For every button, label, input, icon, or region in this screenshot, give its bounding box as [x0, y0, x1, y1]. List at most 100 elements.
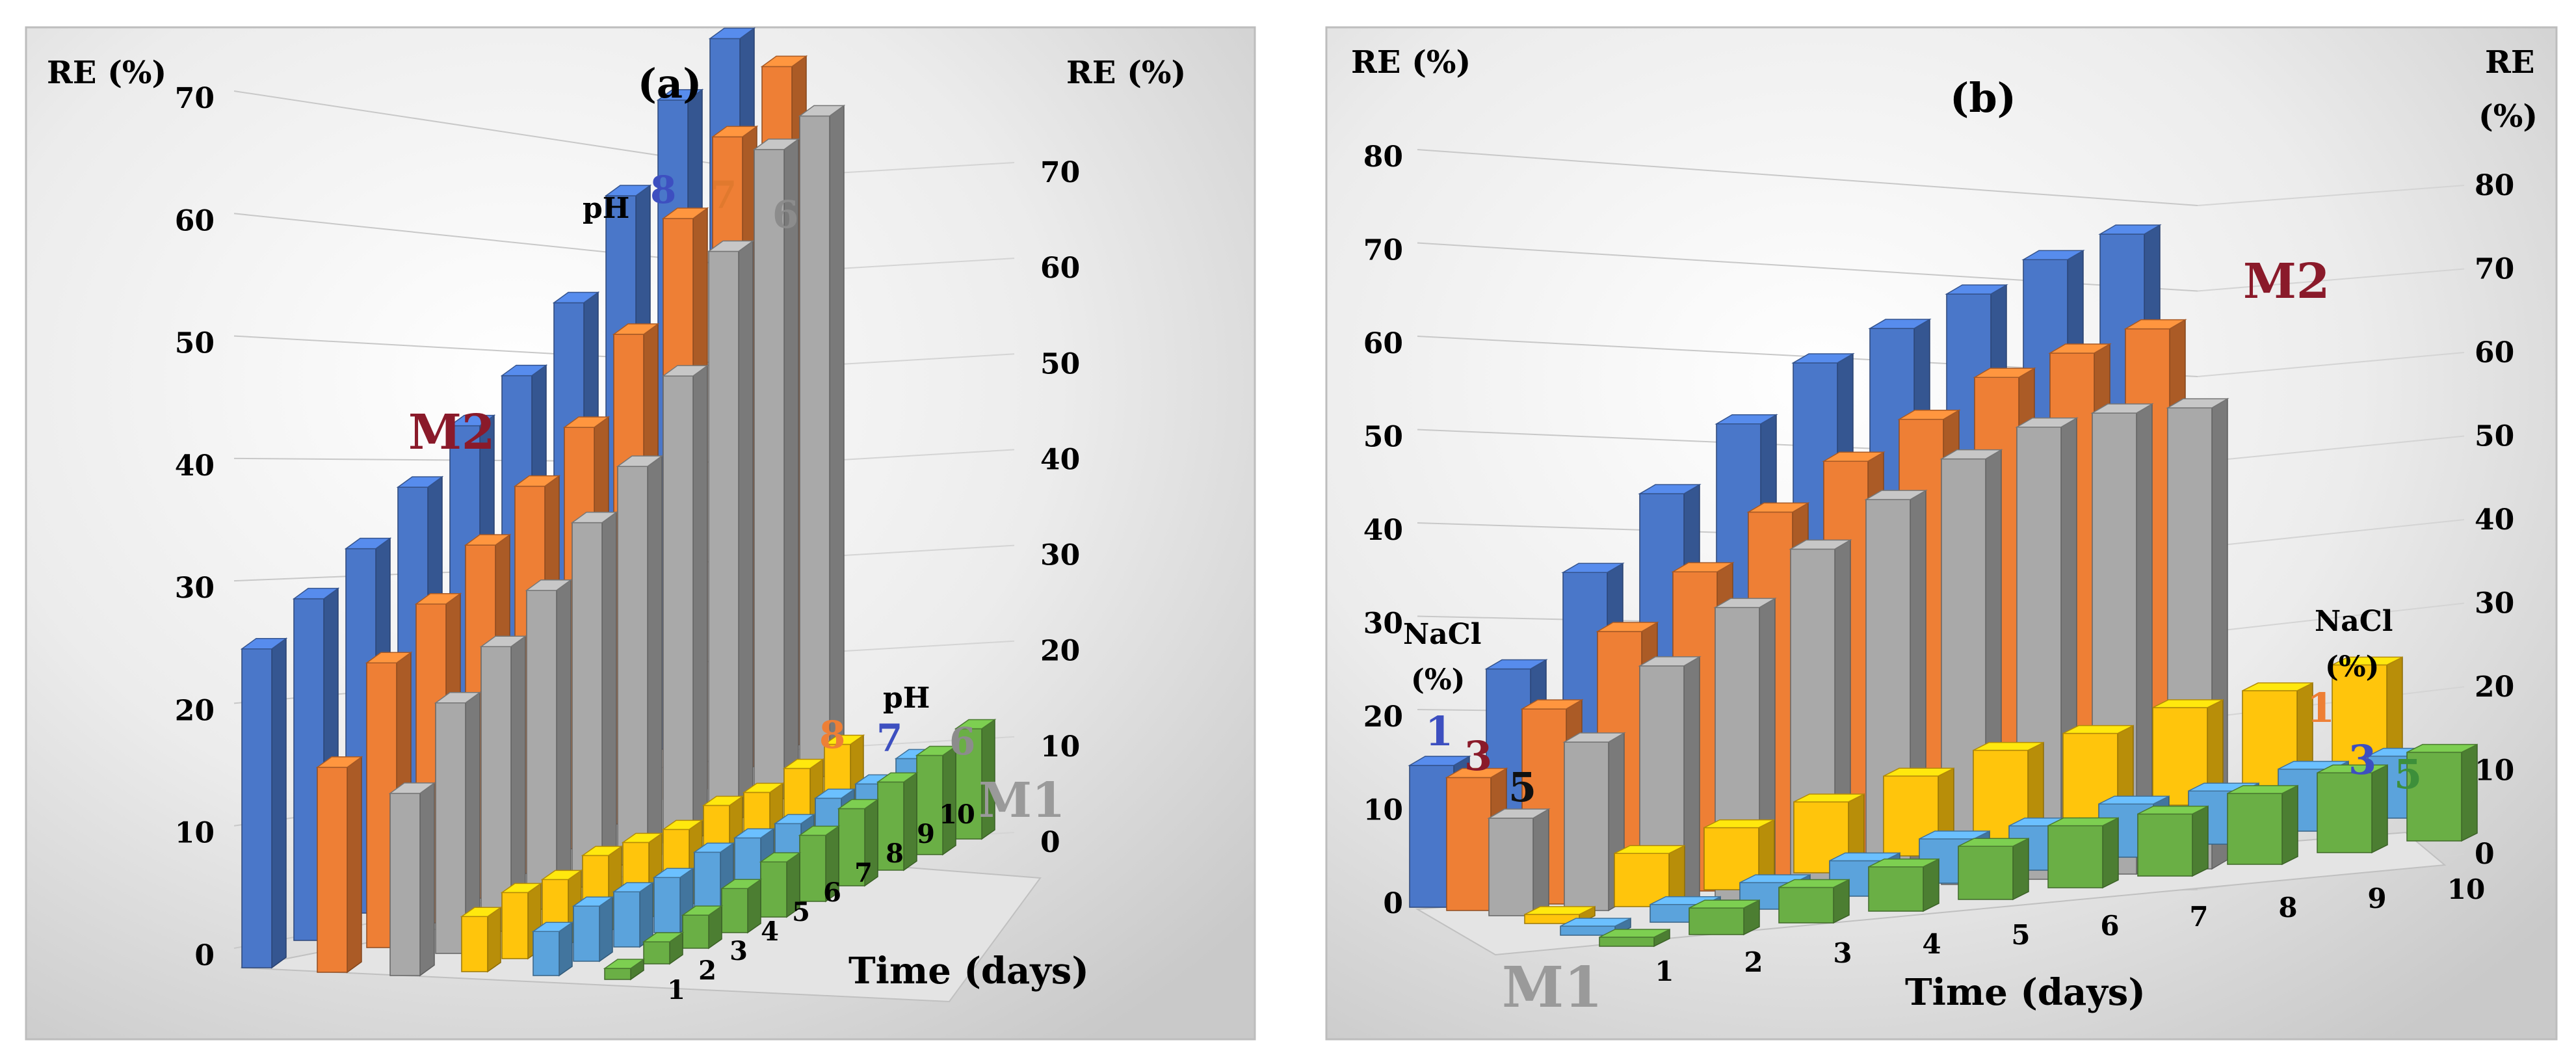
- panel-a-legend-label-ph6-upper: 6: [772, 193, 798, 237]
- panel-b-bar: [1958, 837, 2029, 901]
- panel-b-gridline-side: [2197, 519, 2465, 548]
- panel-b-right-tick: 20: [2475, 671, 2514, 704]
- panel-b-legend-label-nacl3-left: 3: [1464, 732, 1492, 780]
- panel-b-left-tick: 60: [1363, 327, 1403, 360]
- panel-b-bar: [2332, 656, 2403, 773]
- panel-b-x-tick: 6: [2100, 910, 2119, 942]
- panel-a-x-axis-label: Time (days): [848, 950, 1089, 992]
- panel-b-bar: [1599, 928, 1670, 948]
- panel-a-legend-label-ph8-upper: 8: [650, 168, 676, 212]
- panel-a-x-tick: 4: [761, 916, 779, 947]
- panel-a-bar: [876, 771, 919, 871]
- panel-b-right-tick: 30: [2475, 587, 2514, 620]
- panel-b-bar: [1614, 844, 1685, 908]
- panel-b-bar: [2317, 764, 2388, 854]
- panel-a-bar: [531, 921, 574, 977]
- panel-b-gridline-side: [2197, 435, 2465, 463]
- panel-b-legend-left-title-line2: (%): [1411, 663, 1465, 697]
- panel-a-x-tick: 10: [939, 799, 975, 830]
- panel-b-x-tick: 3: [1833, 937, 1852, 969]
- panel-a-bar: [642, 931, 685, 965]
- panel-b-bar: [1868, 858, 1939, 912]
- panel-b-left-tick: 50: [1363, 421, 1403, 454]
- panel-a-left-tick: 40: [175, 449, 215, 483]
- panel-b-legend-label-nacl3-right: 3: [2348, 736, 2376, 784]
- panel-b-gridline: [1417, 149, 2198, 206]
- panel-a-legend-label-ph7-upper: 7: [711, 173, 737, 217]
- panel-b-x-tick: 1: [1655, 955, 1674, 987]
- panel-b-right-tick: 80: [2475, 169, 2514, 202]
- panel-a-bar: [759, 851, 802, 918]
- panel-b-gridline-side: [2197, 185, 2465, 206]
- panel-a-legend-title-upper: pH: [583, 192, 629, 225]
- panel-a-legend-title-lower: pH: [883, 682, 930, 715]
- panel-b-x-tick: 10: [2447, 873, 2485, 905]
- panel-a-label: (a): [638, 60, 702, 107]
- panel-a-right-tick: 0: [1040, 826, 1060, 859]
- panel-b-left-tick: 10: [1363, 794, 1403, 827]
- panel-a-bar: [612, 881, 655, 948]
- panel-a-bar: [681, 905, 724, 950]
- panel-a-bar: [525, 579, 573, 911]
- panel-b-bar: [2137, 805, 2209, 877]
- panel-a-left-tick: 70: [175, 82, 215, 115]
- panel-a-right-tick: 10: [1040, 730, 1080, 764]
- panel-b-left-axis-label: RE (%): [1351, 44, 1471, 81]
- panel-a-bars: [240, 27, 997, 981]
- panel-b-left-tick: 30: [1363, 607, 1403, 641]
- panel-b-x-axis-label: Time (days): [1905, 971, 2146, 1014]
- panel-b-gridline-side: [2197, 268, 2465, 292]
- panel-b-legend-label-nacl1-left: 1: [1425, 708, 1453, 755]
- panel-a-x-tick: 8: [886, 838, 904, 869]
- panel-a-x-tick: 3: [729, 936, 748, 966]
- panel-b-right-tick: 60: [2475, 336, 2514, 369]
- panel-a-bar: [915, 745, 958, 856]
- panel-a-bar: [798, 825, 841, 903]
- panel-b-gridline-side: [2197, 352, 2465, 377]
- panel-a-group-label-m2: M2: [408, 405, 495, 460]
- panel-b-x-tick: 2: [1744, 946, 1763, 978]
- panel-b-legend-label-nacl5-right: 5: [2394, 751, 2422, 798]
- panel-a-legend-label-ph8-lower: 8: [819, 713, 845, 757]
- panel-b-bar: [2047, 817, 2119, 889]
- panel-a-x-tick: 5: [792, 897, 810, 927]
- panel-b-legend-right-title-line2: (%): [2325, 650, 2379, 684]
- panel-b-left-tick: 80: [1363, 140, 1403, 174]
- panel-a-bar: [752, 138, 800, 800]
- panel-b-right-tick: 40: [2475, 503, 2514, 537]
- panel-b-bar: [1973, 741, 2044, 840]
- panel-a-right-tick: 70: [1040, 156, 1080, 189]
- panel-a-bar: [707, 239, 755, 822]
- panel-b-bar: [1689, 899, 1760, 936]
- panel-b-bars: [1408, 224, 2478, 948]
- panel-a-right-tick: 50: [1040, 347, 1080, 380]
- panel-a-ticks: 0102030405060700102030405060701234567891…: [175, 82, 1080, 1005]
- panel-b-right-axis-label-line1: RE: [2485, 44, 2534, 81]
- panel-a-bar: [798, 104, 846, 778]
- panel-b-bar: [1524, 905, 1596, 925]
- panel-b-x-tick: 8: [2278, 892, 2297, 924]
- panel-b-legend-label-nacl5-left: 5: [1508, 764, 1536, 811]
- panel-a-bar: [570, 511, 618, 888]
- panel-b-left-tick: 20: [1363, 700, 1403, 734]
- panel-a-bar: [954, 719, 997, 840]
- panel-b-left-tick: 0: [1383, 887, 1403, 920]
- panel-a-bar: [479, 635, 527, 933]
- panel-a-bar: [460, 906, 503, 973]
- panel-a-x-tick: 9: [917, 819, 935, 849]
- panel-b-bar: [1560, 917, 1631, 937]
- panel-b-x-tick: 5: [2011, 919, 2030, 951]
- panel-b-right-axis-label-line2: (%): [2478, 98, 2538, 135]
- panel-a-x-tick: 7: [854, 858, 873, 888]
- panel-a-right-tick: 60: [1040, 252, 1080, 285]
- panel-a-group-label-m1: M1: [979, 773, 1065, 829]
- panel-a-bar: [837, 798, 880, 887]
- panel-a-bar: [240, 637, 288, 969]
- panel-a-legend-label-ph7-lower: 7: [876, 716, 902, 760]
- panel-a-left-tick: 0: [194, 939, 215, 972]
- panel-a-bar: [572, 896, 614, 963]
- panel-b-label: (b): [1950, 74, 2016, 122]
